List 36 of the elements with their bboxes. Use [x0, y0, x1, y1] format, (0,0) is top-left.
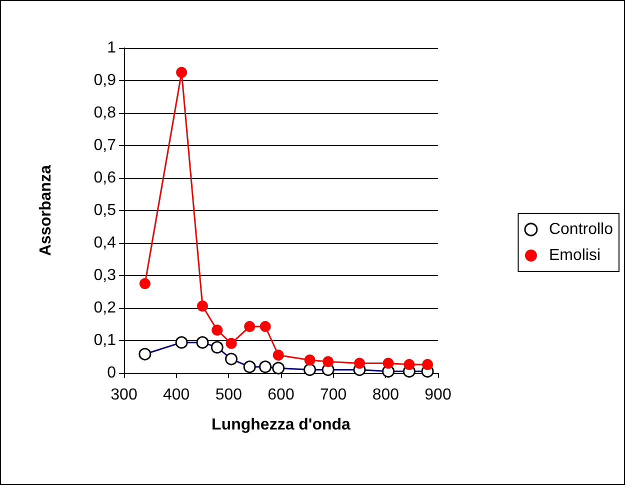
y-tick-label: 0,8	[94, 104, 116, 122]
x-tick-label: 500	[215, 386, 242, 404]
point	[322, 356, 334, 368]
y-tick-label: 0,1	[94, 332, 116, 349]
x-tick-label: 400	[162, 386, 190, 404]
y-tick-label: 0,4	[94, 234, 116, 252]
y-tick-label: 0,7	[94, 137, 116, 154]
y-tick-label: 0,3	[94, 267, 116, 284]
x-axis-title: Lunghezza d'onda	[212, 416, 351, 434]
point	[354, 358, 365, 369]
x-tick-label: 700	[320, 386, 347, 404]
y-tick-label: 0,2	[94, 300, 116, 316]
x-tick-label: 800	[372, 386, 400, 404]
point	[139, 278, 150, 290]
point	[382, 358, 394, 369]
x-tick-label: 900	[424, 386, 452, 404]
y-axis-title: Assorbanza	[38, 165, 54, 256]
point	[422, 359, 434, 370]
point	[404, 359, 415, 370]
y-tick-label: 1	[107, 40, 116, 56]
y-tick-label: 0,9	[94, 72, 116, 89]
point	[226, 338, 237, 349]
point	[304, 354, 316, 366]
point	[197, 300, 208, 312]
legend-label: Controllo	[548, 221, 614, 238]
point	[244, 321, 256, 332]
y-tick-label: 0,6	[94, 170, 116, 186]
y-tick-label: 0	[107, 364, 116, 382]
point	[212, 324, 223, 336]
point	[272, 350, 284, 361]
x-tick-label: 300	[110, 386, 138, 404]
point	[260, 321, 271, 332]
point	[176, 66, 188, 78]
x-tick-label: 600	[268, 386, 294, 404]
y-tick-label: 0,5	[94, 202, 116, 219]
legend-label: Emolisi	[548, 247, 601, 264]
